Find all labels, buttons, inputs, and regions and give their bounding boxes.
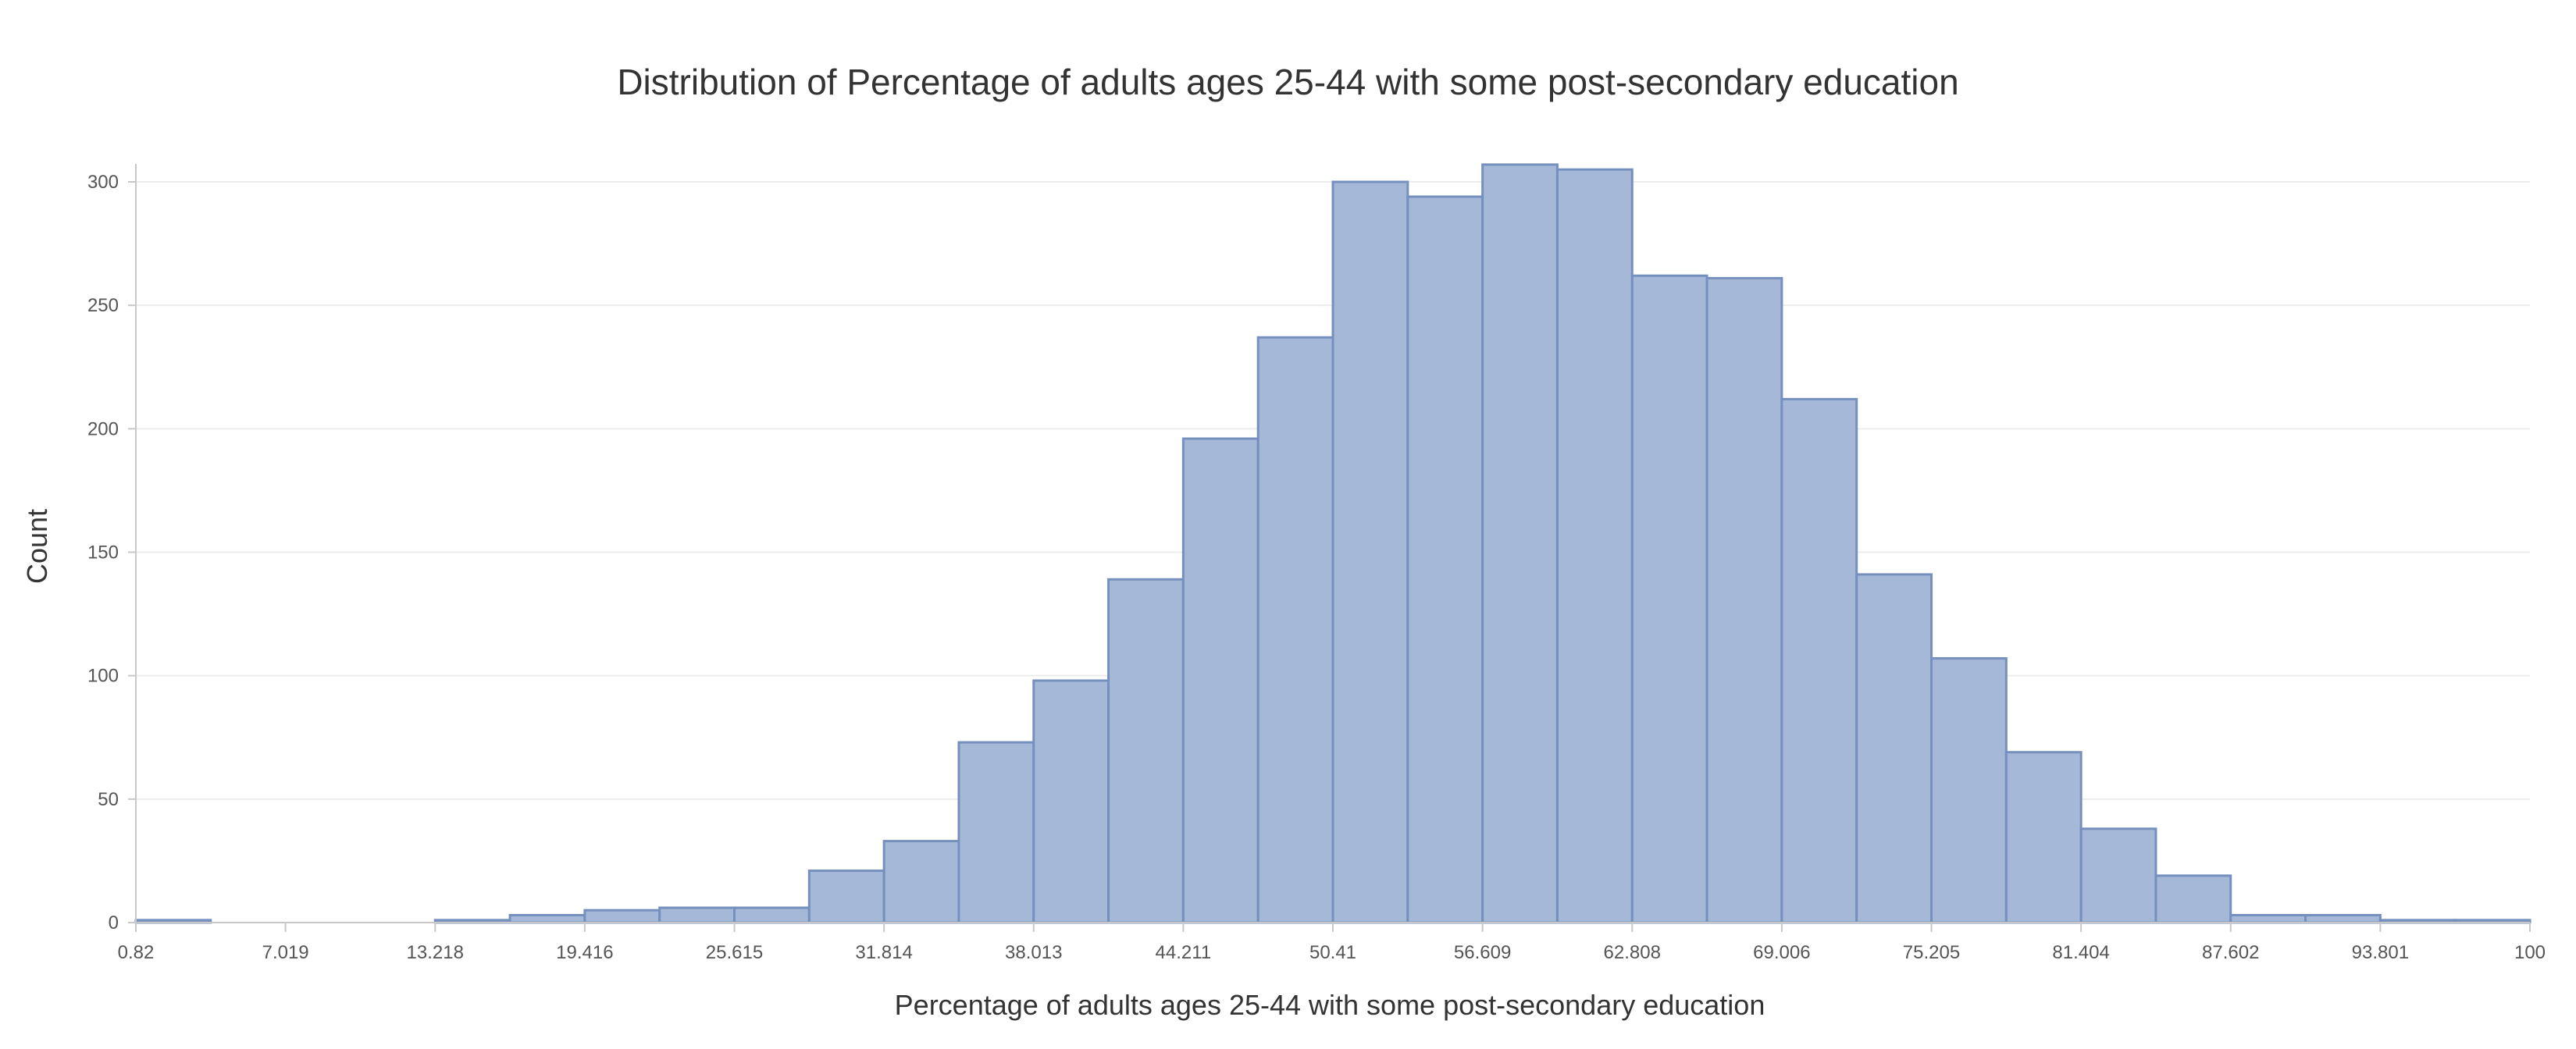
y-tick-label: 0 — [109, 912, 119, 933]
histogram-bar — [1855, 573, 1933, 924]
histogram-bar — [2154, 874, 2232, 924]
x-tick-label: 75.205 — [1903, 942, 1960, 963]
y-axis-title: Count — [21, 509, 53, 584]
histogram-bar — [1705, 276, 1783, 924]
x-tick-label: 87.602 — [2202, 942, 2259, 963]
x-tick-label: 44.211 — [1156, 942, 1212, 963]
histogram-bar — [807, 869, 885, 924]
y-tick-labels: 0 50 100 150 200 250 300 — [87, 172, 119, 933]
x-tick-label: 62.808 — [1604, 942, 1661, 963]
histogram-bar — [2304, 914, 2382, 924]
histogram-bar — [1181, 437, 1259, 924]
x-tick-label: 81.404 — [2052, 942, 2109, 963]
y-tick-label: 50 — [98, 789, 119, 810]
histogram-bar — [1256, 336, 1334, 924]
histogram-bar — [2229, 914, 2307, 924]
histogram-bar — [658, 906, 736, 924]
x-tick-label: 50.41 — [1309, 942, 1356, 963]
histogram-bar — [583, 909, 661, 924]
histogram-bar — [1481, 163, 1559, 924]
x-tick-label: 19.416 — [556, 942, 613, 963]
x-tick-label: 31.814 — [855, 942, 912, 963]
histogram-bar — [1930, 657, 2008, 924]
y-tick-label: 150 — [87, 542, 119, 564]
y-tick-label: 200 — [87, 418, 119, 439]
axes — [128, 164, 2531, 932]
histogram-bar — [1555, 168, 1634, 924]
y-tick-label: 250 — [87, 295, 119, 316]
chart-title: Distribution of Percentage of adults age… — [617, 62, 1959, 102]
histogram-bar — [1107, 578, 1185, 924]
histogram-bar — [508, 914, 586, 924]
histogram-bar — [2004, 751, 2083, 924]
histogram-bar — [1032, 679, 1110, 924]
x-axis-title: Percentage of adults ages 25-44 with som… — [895, 989, 1765, 1021]
histogram-bar — [1331, 180, 1409, 924]
x-tick-label: 7.019 — [262, 942, 309, 963]
y-tick-label: 300 — [87, 172, 119, 193]
histogram-bar — [1780, 397, 1858, 924]
x-tick-label: 100 — [2514, 942, 2546, 963]
histogram-bar — [1406, 195, 1484, 924]
histogram-bar — [733, 906, 811, 924]
histogram-bar — [882, 840, 960, 924]
x-tick-label: 56.609 — [1454, 942, 1511, 963]
y-tick-label: 100 — [87, 666, 119, 687]
histogram-bar — [957, 741, 1035, 924]
x-tick-label: 38.013 — [1005, 942, 1062, 963]
histogram-bar — [1630, 274, 1708, 924]
x-tick-labels: 0.82 7.019 13.218 19.416 25.615 31.814 38.013 4… — [118, 942, 2546, 963]
x-tick-label: 0.82 — [118, 942, 155, 963]
x-tick-label: 69.006 — [1753, 942, 1810, 963]
x-tick-label: 25.615 — [706, 942, 763, 963]
histogram-bars — [134, 163, 2531, 924]
histogram-bar — [2079, 827, 2157, 924]
x-tick-label: 93.801 — [2352, 942, 2409, 963]
x-tick-label: 13.218 — [407, 942, 464, 963]
